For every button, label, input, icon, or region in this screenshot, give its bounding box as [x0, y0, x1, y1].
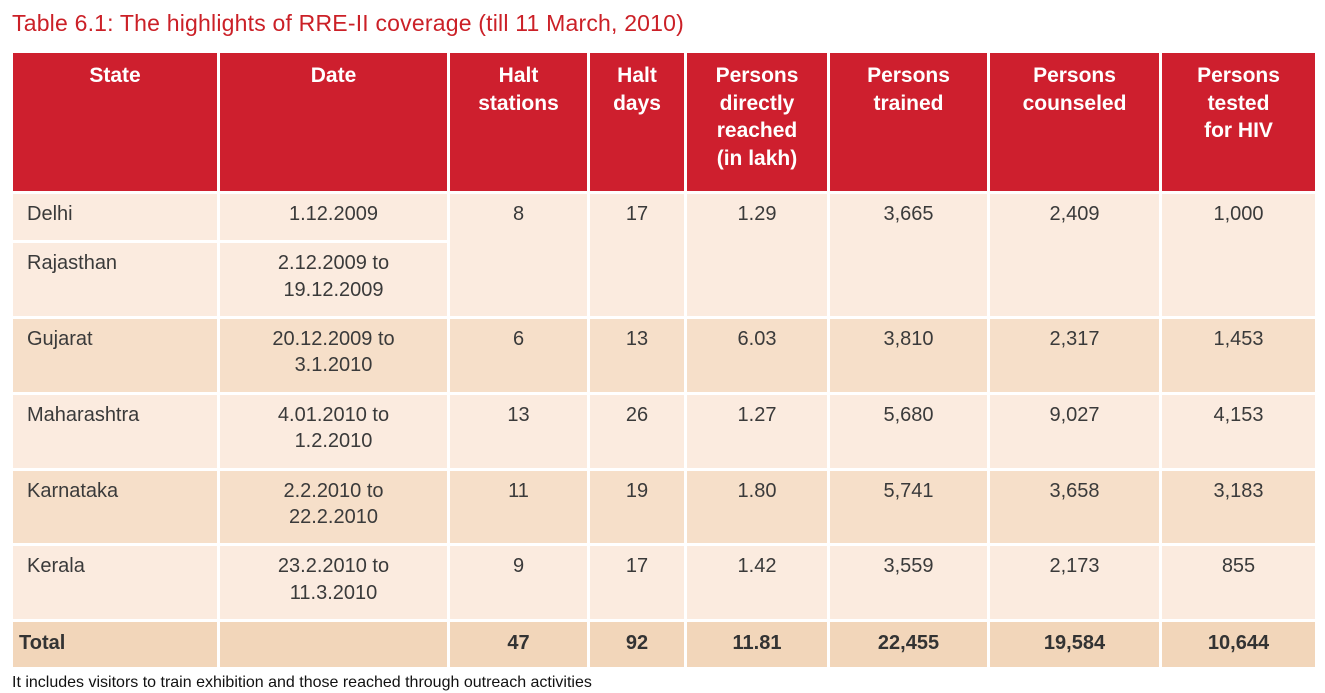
table-row-kerala: Kerala 23.2.2010 to 11.3.2010 9 17 1.42 …	[10, 543, 1318, 623]
cell-persons-tested-hiv: 1,000	[1159, 190, 1318, 320]
total-halt-days: 92	[587, 619, 687, 670]
cell-persons-counseled: 3,658	[987, 467, 1162, 547]
cell-persons-directly-reached: 1.29	[684, 190, 830, 320]
cell-halt-stations: 8	[447, 190, 590, 320]
column-header-persons-trained: Persons trained	[827, 50, 990, 194]
total-persons-tested-hiv: 10,644	[1159, 619, 1318, 670]
table-row-gujarat: Gujarat 20.12.2009 to 3.1.2010 6 13 6.03…	[10, 316, 1318, 395]
coverage-table: State Date Halt stations Halt days Perso…	[10, 50, 1318, 670]
cell-halt-days: 17	[587, 190, 687, 320]
column-header-state: State	[10, 50, 220, 194]
cell-persons-trained: 5,741	[827, 467, 990, 547]
table-row-maharashtra: Maharashtra 4.01.2010 to 1.2.2010 13 26 …	[10, 391, 1318, 471]
table-row-delhi: Delhi 1.12.2009 8 17 1.29 3,665 2,409 1,…	[10, 190, 1318, 320]
cell-persons-directly-reached: 1.27	[684, 391, 830, 471]
cell-persons-tested-hiv: 1,453	[1159, 316, 1318, 395]
total-persons-counseled: 19,584	[987, 619, 1162, 670]
cell-persons-tested-hiv: 855	[1159, 543, 1318, 623]
total-persons-directly-reached: 11.81	[684, 619, 830, 670]
table-title: Table 6.1: The highlights of RRE-II cove…	[12, 10, 685, 36]
total-halt-stations: 47	[447, 619, 590, 670]
cell-date: 4.01.2010 to 1.2.2010	[217, 391, 450, 471]
column-header-persons-directly-reached: Persons directly reached (in lakh)	[684, 50, 830, 194]
column-header-halt-days: Halt days	[587, 50, 687, 194]
cell-persons-trained: 3,559	[827, 543, 990, 623]
cell-persons-directly-reached: 1.80	[684, 467, 830, 547]
cell-persons-tested-hiv: 4,153	[1159, 391, 1318, 471]
cell-date: 2.12.2009 to 19.12.2009	[217, 240, 450, 320]
table-row-karnataka: Karnataka 2.2.2010 to 22.2.2010 11 19 1.…	[10, 467, 1318, 547]
cell-halt-days: 13	[587, 316, 687, 395]
cell-persons-trained: 5,680	[827, 391, 990, 471]
cell-persons-tested-hiv: 3,183	[1159, 467, 1318, 547]
cell-persons-trained: 3,665	[827, 190, 990, 320]
column-header-halt-stations: Halt stations	[447, 50, 590, 194]
cell-persons-directly-reached: 6.03	[684, 316, 830, 395]
total-label: Total	[10, 619, 220, 670]
cell-state: Karnataka	[10, 467, 220, 547]
cell-state: Gujarat	[10, 316, 220, 395]
cell-halt-days: 26	[587, 391, 687, 471]
cell-persons-counseled: 9,027	[987, 391, 1162, 471]
cell-date-empty	[217, 619, 450, 670]
cell-persons-counseled: 2,409	[987, 190, 1162, 320]
cell-persons-trained: 3,810	[827, 316, 990, 395]
cell-halt-stations: 6	[447, 316, 590, 395]
cell-date: 23.2.2010 to 11.3.2010	[217, 543, 450, 623]
cell-halt-stations: 11	[447, 467, 590, 547]
column-header-date: Date	[217, 50, 450, 194]
cell-date: 20.12.2009 to 3.1.2010	[217, 316, 450, 395]
header-row: State Date Halt stations Halt days Perso…	[10, 50, 1318, 194]
cell-date: 1.12.2009	[217, 190, 450, 244]
cell-persons-counseled: 2,317	[987, 316, 1162, 395]
footnote: It includes visitors to train exhibition…	[12, 673, 592, 691]
cell-halt-stations: 9	[447, 543, 590, 623]
column-header-persons-tested-hiv: Persons tested for HIV	[1159, 50, 1318, 194]
cell-state: Kerala	[10, 543, 220, 623]
cell-state: Rajasthan	[10, 240, 220, 320]
cell-date: 2.2.2010 to 22.2.2010	[217, 467, 450, 547]
cell-halt-days: 17	[587, 543, 687, 623]
table-row-total: Total 47 92 11.81 22,455 19,584 10,644	[10, 619, 1318, 670]
cell-halt-days: 19	[587, 467, 687, 547]
table-row-rajasthan: Rajasthan 2.12.2009 to 19.12.2009	[10, 240, 1317, 320]
total-persons-trained: 22,455	[827, 619, 990, 670]
cell-state: Delhi	[10, 190, 220, 244]
cell-state: Maharashtra	[10, 391, 220, 471]
cell-persons-counseled: 2,173	[987, 543, 1162, 623]
cell-persons-directly-reached: 1.42	[684, 543, 830, 623]
column-header-persons-counseled: Persons counseled	[987, 50, 1162, 194]
cell-halt-stations: 13	[447, 391, 590, 471]
